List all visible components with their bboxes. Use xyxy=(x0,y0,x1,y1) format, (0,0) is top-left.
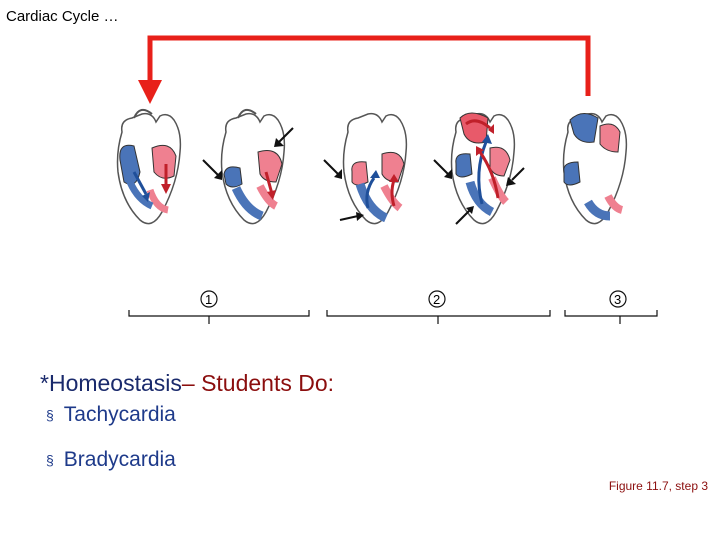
figure-caption: Figure 11.7, step 3 xyxy=(608,479,708,493)
pressure-arrow-4c xyxy=(506,167,525,186)
phase-bracket-1 xyxy=(128,310,310,324)
phase-bracket-3 xyxy=(564,310,658,324)
heart-illustration-2 xyxy=(220,108,286,225)
bullet-item-bradycardia: § Bradycardia xyxy=(46,448,176,472)
cycle-return-arrow xyxy=(138,35,591,104)
bullet-text: Tachycardia xyxy=(63,403,176,426)
bullet-marker: § xyxy=(46,452,54,468)
phase-number-2: 2 xyxy=(433,292,441,307)
pressure-arrow-4b xyxy=(455,206,474,225)
phase-circle-3 xyxy=(609,290,627,308)
heart-illustration-4 xyxy=(450,112,516,225)
pressure-arrow-2b xyxy=(274,127,294,147)
bullet-item-tachycardia: § Tachycardia xyxy=(46,403,176,427)
heading-accent: – Students Do: xyxy=(181,370,335,396)
heart-illustration-3 xyxy=(342,112,408,225)
phase-circle-1 xyxy=(200,290,218,308)
pressure-arrow-3a xyxy=(323,159,342,179)
heading-main: Homeostasis xyxy=(48,370,182,396)
heart-illustration-5 xyxy=(562,112,628,225)
pressure-arrow-3b xyxy=(339,212,364,221)
heart-illustration-1 xyxy=(116,108,182,225)
phase-number-3: 3 xyxy=(614,292,622,307)
pressure-arrow-2a xyxy=(202,159,222,180)
heading-star: * xyxy=(40,370,49,396)
phase-bracket-2 xyxy=(326,310,551,324)
section-heading: *Homeostasis– Students Do: xyxy=(40,370,334,397)
bullet-marker: § xyxy=(46,407,54,423)
slide-title: Cardiac Cycle … xyxy=(6,8,119,25)
phase-circle-2 xyxy=(428,290,446,308)
cardiac-cycle-diagram xyxy=(116,35,658,324)
phase-number-1: 1 xyxy=(205,292,213,307)
pressure-arrow-4a xyxy=(433,159,452,179)
bullet-text: Bradycardia xyxy=(63,448,176,471)
